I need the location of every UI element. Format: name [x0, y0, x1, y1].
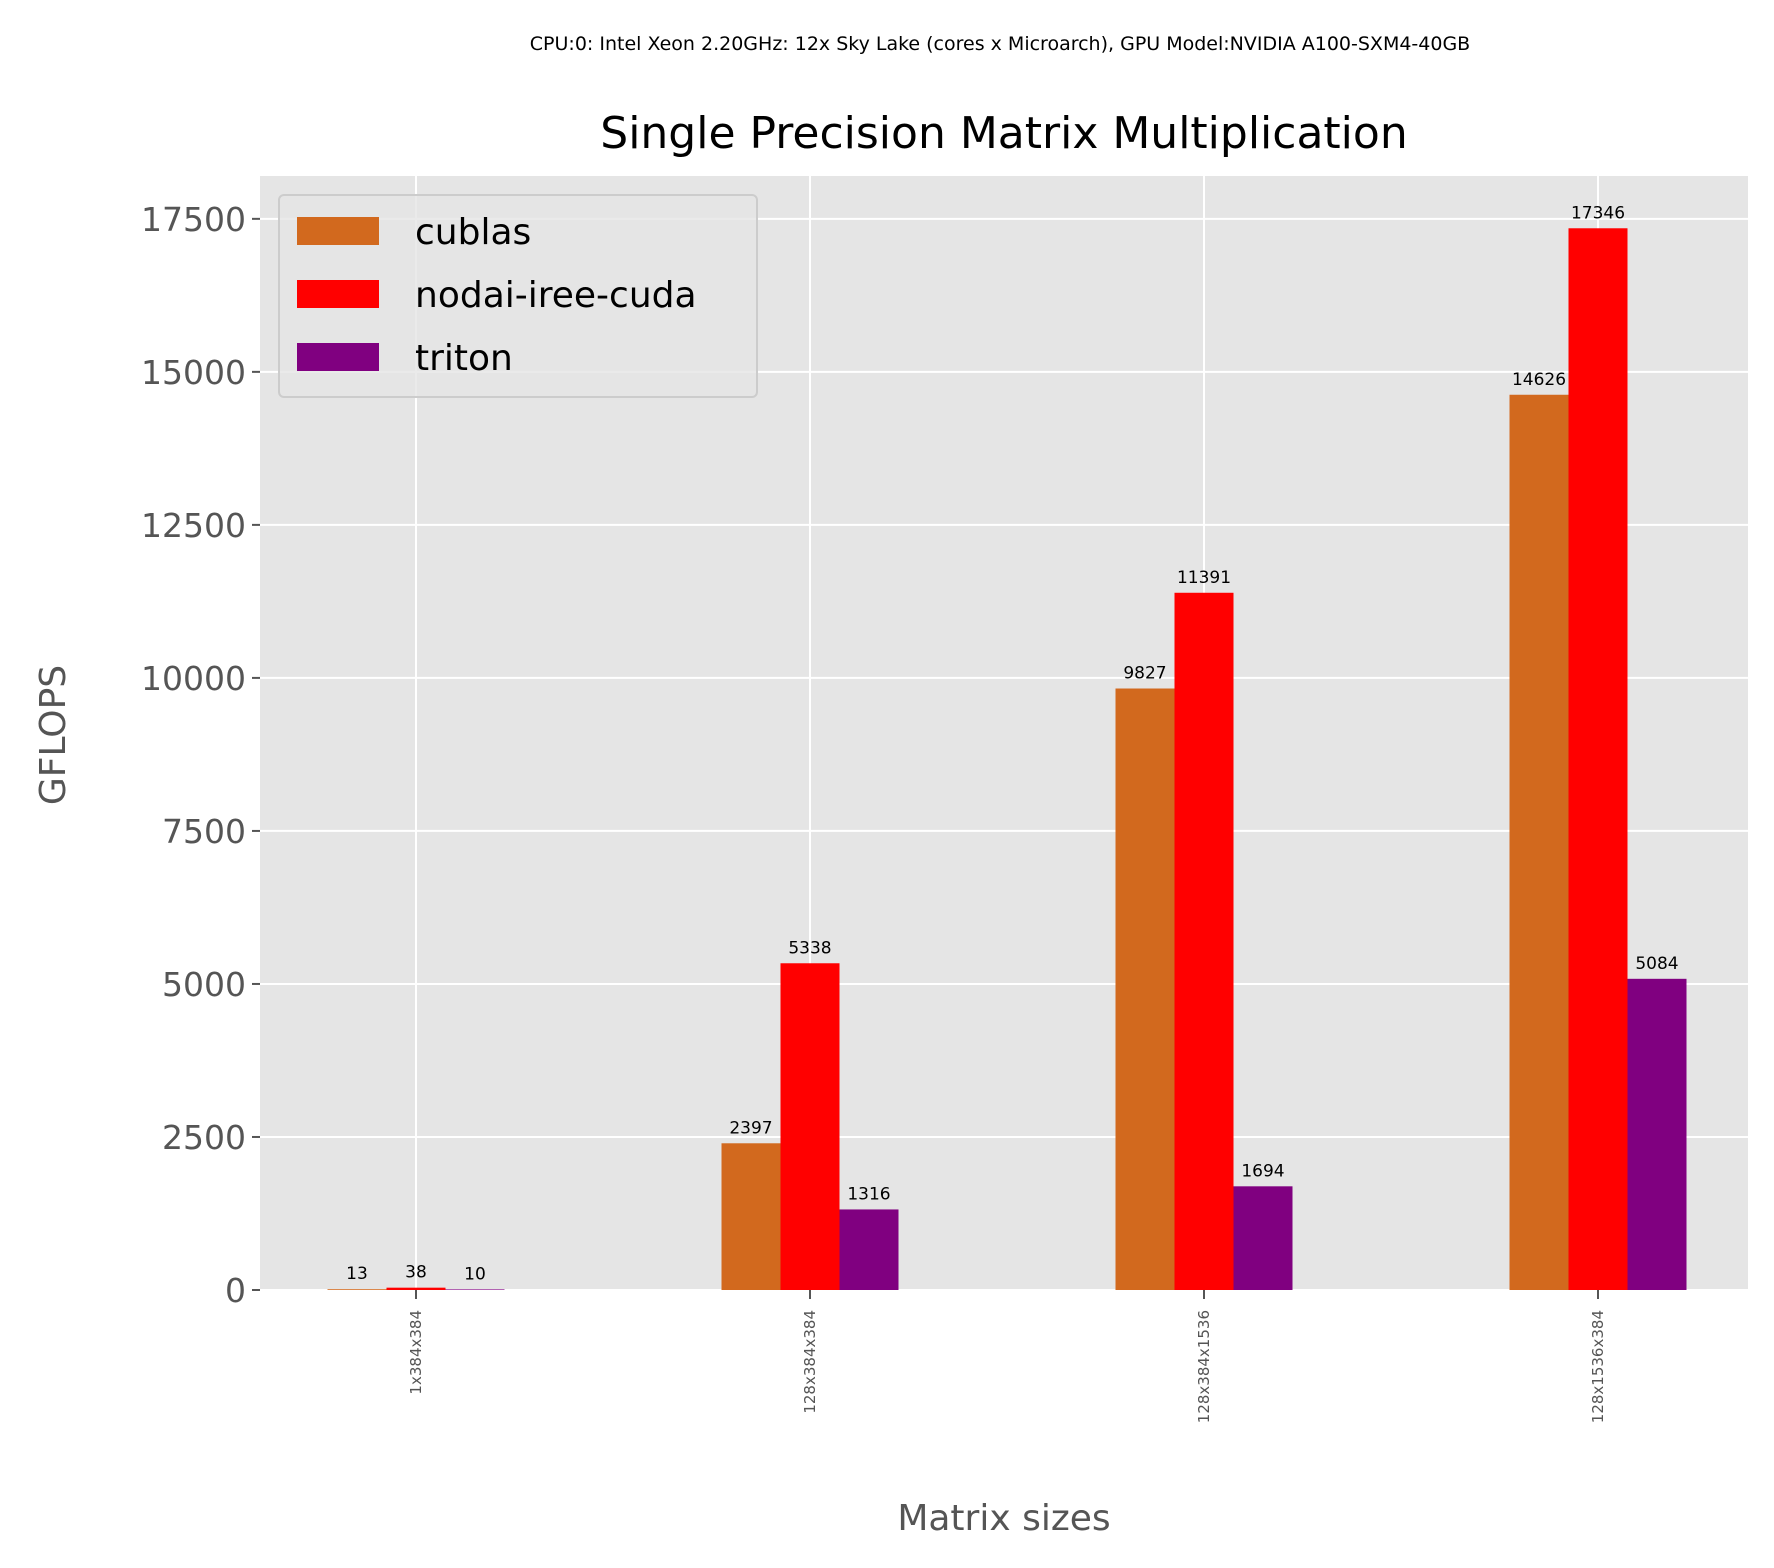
- data-label: 1316: [847, 1184, 890, 1204]
- bar-nodai-iree-cuda-128x1536x384: [1568, 228, 1628, 1290]
- data-label: 5338: [788, 938, 831, 958]
- chart-suptitle: CPU:0: Intel Xeon 2.20GHz: 12x Sky Lake …: [530, 33, 1470, 55]
- y-tick-label: 10000: [141, 659, 246, 698]
- x-tick-label: 1x384x384: [407, 1310, 425, 1395]
- data-label: 2397: [729, 1118, 772, 1138]
- chart-title: Single Precision Matrix Multiplication: [600, 108, 1407, 159]
- x-tick-label: 128x384x1536: [1195, 1310, 1213, 1423]
- data-label: 14626: [1512, 370, 1566, 390]
- y-tick-label: 12500: [141, 506, 246, 545]
- y-tick-label: 7500: [162, 812, 246, 851]
- legend-label: cublas: [415, 212, 531, 253]
- x-axis-label: Matrix sizes: [897, 1498, 1110, 1539]
- data-label: 17346: [1571, 203, 1625, 223]
- data-label: 13: [346, 1264, 368, 1284]
- y-axis-label: GFLOPS: [33, 665, 74, 805]
- y-tick-label: 17500: [141, 200, 246, 239]
- bar-cublas-128x384x384: [721, 1143, 781, 1290]
- data-labels: 13 2397 9827 14626 38 5338 11391 17346 10 1316 169…: [346, 203, 1678, 1284]
- data-label: 5084: [1635, 954, 1678, 974]
- legend-swatch: [297, 280, 379, 308]
- y-tick-label: 5000: [162, 965, 246, 1004]
- bar-triton-128x1536x384: [1627, 978, 1687, 1290]
- bar-triton-128x384x1536: [1233, 1186, 1293, 1290]
- legend-box: [278, 194, 758, 398]
- legend-swatch: [297, 343, 379, 371]
- data-label: 1694: [1241, 1161, 1284, 1181]
- bar-nodai-iree-cuda-128x384x1536: [1174, 592, 1234, 1290]
- legend-swatch: [297, 217, 379, 245]
- bar-triton-128x384x384: [839, 1209, 899, 1290]
- bars: [327, 228, 1687, 1290]
- legend-label: nodai-iree-cuda: [415, 275, 697, 316]
- data-label: 11391: [1177, 568, 1231, 588]
- y-tick-label: 15000: [141, 353, 246, 392]
- x-tick-label: 128x1536x384: [1589, 1310, 1607, 1423]
- bar-cublas-128x384x1536: [1115, 688, 1175, 1290]
- y-axis: 0 2500 5000 7500 10000 12500 15000 17500: [141, 200, 260, 1310]
- x-tick-label: 128x384x384: [801, 1310, 819, 1414]
- y-tick-label: 0: [225, 1271, 246, 1310]
- data-label: 38: [405, 1263, 427, 1283]
- bar-cublas-1x384x384: [327, 1289, 387, 1290]
- x-axis: 1x384x384 128x384x384 128x384x1536 128x1536…: [407, 1290, 1607, 1423]
- bar-cublas-128x1536x384: [1509, 394, 1569, 1290]
- bar-nodai-iree-cuda-128x384x384: [780, 963, 840, 1290]
- data-label: 9827: [1123, 664, 1166, 684]
- y-tick-label: 2500: [162, 1118, 246, 1157]
- data-label: 10: [464, 1264, 486, 1284]
- legend: cublas nodai-iree-cuda triton: [278, 194, 758, 398]
- legend-label: triton: [415, 338, 513, 379]
- bar-nodai-iree-cuda-1x384x384: [386, 1287, 446, 1290]
- bar-triton-1x384x384: [445, 1289, 505, 1290]
